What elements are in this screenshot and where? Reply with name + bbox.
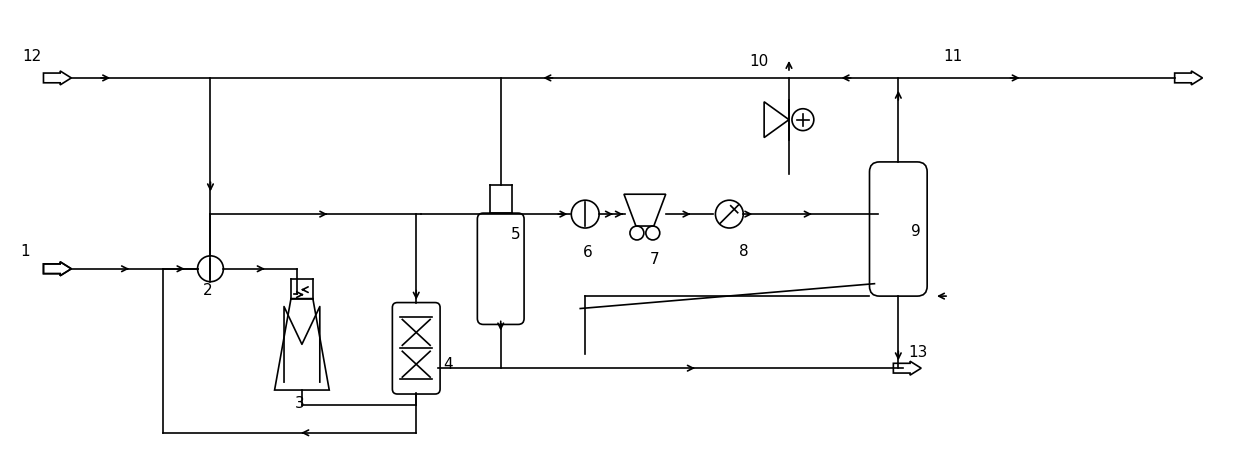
Circle shape [572,201,599,229]
Circle shape [792,110,813,131]
Text: 5: 5 [511,227,521,242]
Text: 1: 1 [21,244,31,259]
Text: 4: 4 [443,356,453,371]
Text: 9: 9 [911,224,921,239]
Text: 11: 11 [944,49,962,63]
Text: 6: 6 [583,245,593,260]
Text: 8: 8 [739,244,749,259]
Text: 2: 2 [202,282,212,298]
Circle shape [715,201,743,229]
Text: 7: 7 [650,252,660,267]
Circle shape [197,257,223,282]
Text: 12: 12 [22,49,41,63]
Text: 10: 10 [749,53,769,69]
Text: 3: 3 [295,395,305,411]
Text: 13: 13 [909,344,928,359]
